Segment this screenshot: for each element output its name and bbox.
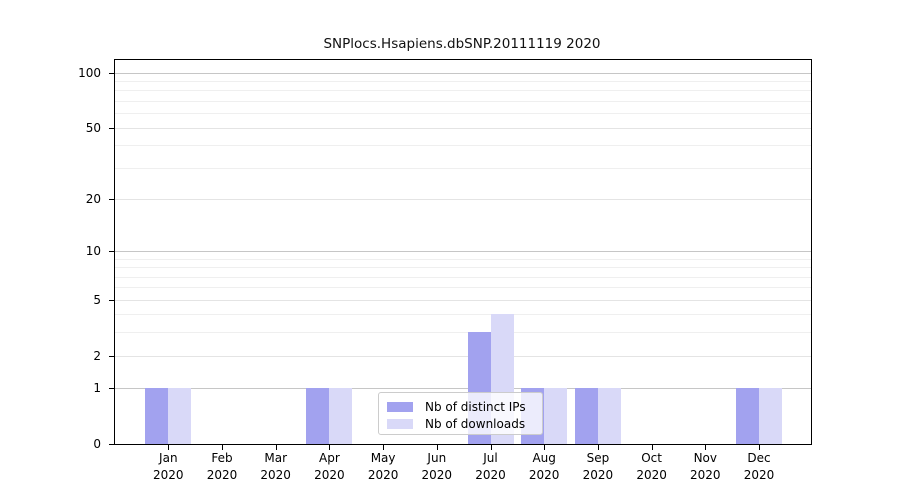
y-tick-mark bbox=[109, 72, 114, 74]
legend-label-downloads: Nb of downloads bbox=[425, 416, 526, 431]
y-tick-mark bbox=[109, 198, 114, 200]
minor-gridline bbox=[115, 100, 811, 102]
x-tick-mark bbox=[275, 445, 277, 450]
major-gridline bbox=[115, 299, 811, 301]
y-tick-mark bbox=[109, 388, 114, 390]
major-gridline bbox=[115, 198, 811, 200]
y-tick-mark bbox=[109, 299, 114, 301]
bar-distinct-ips-dec bbox=[736, 388, 759, 444]
x-tick-mark bbox=[436, 445, 438, 450]
bar-distinct-ips-jan bbox=[145, 388, 169, 444]
y-tick-label: 50 bbox=[85, 120, 101, 135]
decade-gridline bbox=[115, 72, 811, 74]
y-tick-label: 1 bbox=[93, 381, 101, 396]
bar-downloads-aug bbox=[544, 388, 568, 444]
x-tick-mark bbox=[222, 445, 223, 450]
minor-gridline bbox=[115, 332, 811, 334]
decade-gridline bbox=[115, 388, 811, 390]
x-tick-mark bbox=[490, 445, 492, 450]
chart-title: SNPlocs.Hsapiens.dbSNP.20111119 2020 bbox=[323, 36, 601, 52]
distinct-ips-swatch-icon bbox=[387, 401, 413, 412]
minor-gridline bbox=[115, 80, 811, 82]
x-tick-label-nov: Nov 2020 bbox=[690, 451, 721, 482]
minor-gridline bbox=[115, 113, 811, 115]
x-tick-mark bbox=[383, 445, 385, 450]
legend-row-distinct-ips: Nb of distinct IPs bbox=[387, 398, 534, 415]
x-tick-label-jul: Jul 2020 bbox=[475, 451, 506, 482]
minor-gridline bbox=[115, 287, 811, 289]
x-tick-label-may: May 2020 bbox=[367, 451, 399, 482]
y-tick-mark bbox=[109, 251, 114, 253]
y-tick-mark bbox=[109, 127, 114, 129]
minor-gridline bbox=[115, 90, 811, 92]
plot-area: Nb of distinct IPs Nb of downloads bbox=[114, 59, 812, 445]
legend-row-downloads: Nb of downloads bbox=[387, 415, 534, 432]
x-tick-mark bbox=[544, 445, 546, 450]
minor-gridline bbox=[115, 167, 811, 169]
y-tick-label: 5 bbox=[93, 292, 101, 307]
bar-downloads-jan bbox=[168, 388, 192, 444]
x-tick-label-dec: Dec 2020 bbox=[743, 451, 775, 482]
bar-downloads-apr bbox=[329, 388, 353, 444]
y-tick-label: 20 bbox=[85, 191, 101, 206]
x-tick-label-sep: Sep 2020 bbox=[582, 451, 614, 482]
x-tick-label-oct: Oct 2020 bbox=[636, 451, 667, 482]
x-tick-mark bbox=[651, 445, 653, 450]
y-tick-label: 10 bbox=[85, 244, 101, 259]
y-tick-mark bbox=[109, 444, 114, 445]
decade-gridline bbox=[115, 251, 811, 253]
x-tick-mark bbox=[597, 445, 599, 450]
y-tick-label: 2 bbox=[93, 348, 101, 363]
minor-gridline bbox=[115, 267, 811, 269]
major-gridline bbox=[115, 127, 811, 129]
bar-downloads-dec bbox=[759, 388, 782, 444]
x-tick-label-feb: Feb 2020 bbox=[206, 451, 238, 482]
legend-label-distinct-ips: Nb of distinct IPs bbox=[425, 399, 526, 414]
x-tick-mark bbox=[705, 445, 707, 450]
x-tick-mark bbox=[329, 445, 331, 450]
minor-gridline bbox=[115, 276, 811, 278]
y-tick-label: 100 bbox=[78, 65, 101, 80]
bar-downloads-sep bbox=[597, 388, 621, 444]
minor-gridline bbox=[115, 145, 811, 147]
downloads-swatch-icon bbox=[387, 418, 413, 429]
x-tick-mark bbox=[168, 445, 170, 450]
minor-gridline bbox=[115, 314, 811, 316]
x-tick-label-apr: Apr 2020 bbox=[314, 451, 345, 482]
bar-distinct-ips-sep bbox=[574, 388, 598, 444]
minor-gridline bbox=[115, 258, 811, 260]
x-tick-label-mar: Mar 2020 bbox=[260, 451, 291, 482]
legend: Nb of distinct IPs Nb of downloads bbox=[378, 392, 543, 435]
x-tick-label-aug: Aug 2020 bbox=[528, 451, 560, 482]
y-tick-label: 0 bbox=[93, 437, 101, 451]
x-tick-mark bbox=[759, 445, 760, 450]
bar-distinct-ips-apr bbox=[306, 388, 330, 444]
major-gridline bbox=[115, 355, 811, 357]
x-tick-label-jan: Jan 2020 bbox=[153, 451, 184, 482]
x-tick-label-jun: Jun 2020 bbox=[421, 451, 453, 482]
y-tick-mark bbox=[109, 355, 114, 357]
